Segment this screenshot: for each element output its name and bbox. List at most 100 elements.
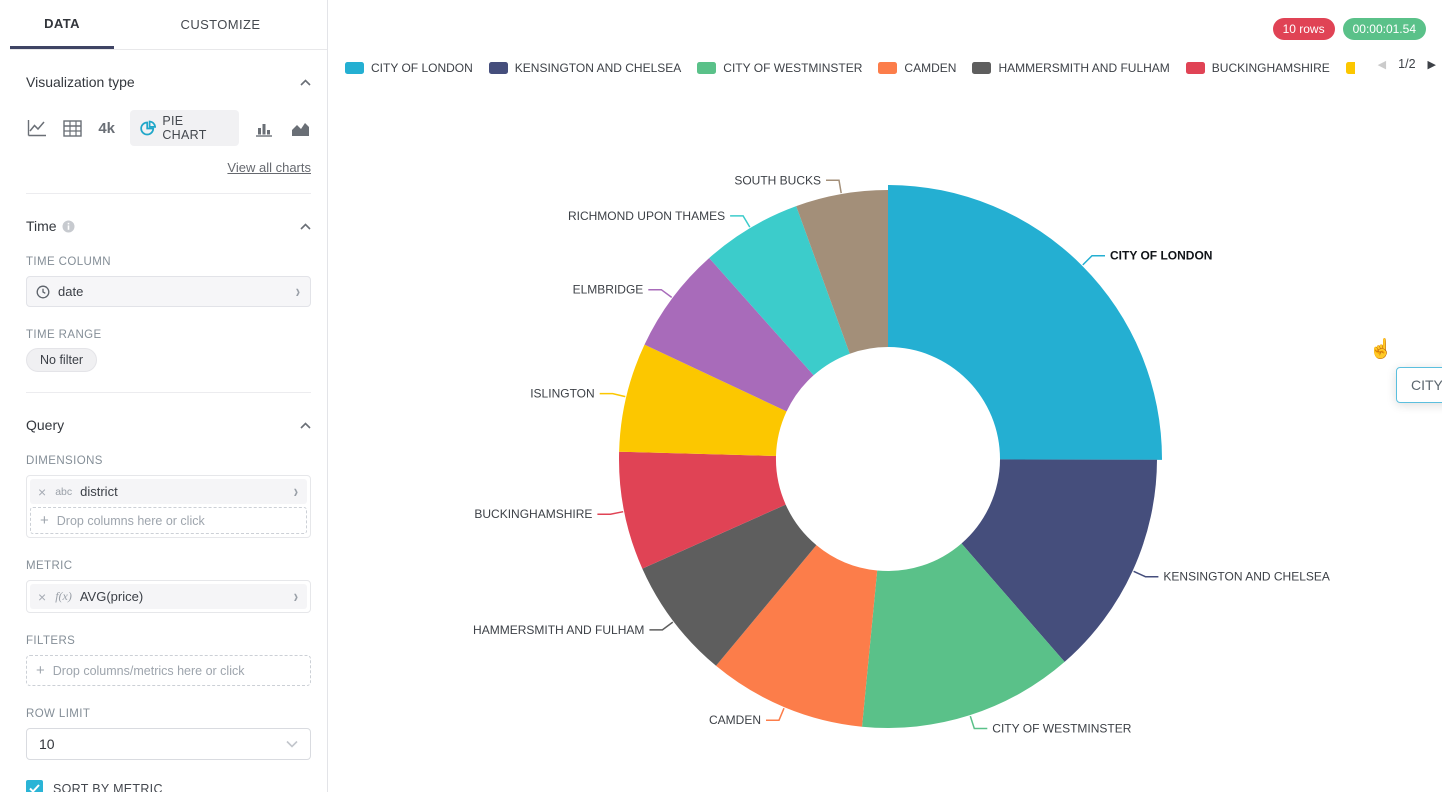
sort-by-metric-checkbox[interactable] (26, 780, 43, 792)
pie-label-line (826, 179, 842, 194)
legend-next-icon[interactable]: ▶ (1427, 58, 1436, 71)
function-tag: f(x) (55, 589, 72, 603)
legend-item[interactable]: CITY OF WESTMINSTER (697, 61, 862, 75)
area-chart-icon[interactable] (290, 118, 311, 138)
chart-tooltip: CITY OF LONDON: 2M (25.05%) (1396, 367, 1442, 403)
control-panel-sidebar: DATA CUSTOMIZE Visualization type 4k (10, 0, 328, 792)
legend-swatch (972, 62, 992, 74)
pie-slice-camden[interactable] (716, 545, 878, 727)
query-duration-badge: 00:00:01.54 (1342, 18, 1426, 40)
metric-label: METRIC (26, 560, 73, 572)
row-limit-select[interactable]: 10 (26, 728, 311, 760)
view-all-charts-link[interactable]: View all charts (227, 160, 311, 175)
line-chart-icon[interactable] (26, 118, 47, 138)
legend-swatch (488, 62, 508, 74)
collapse-chevron-icon[interactable] (300, 78, 311, 86)
pie-label-line (969, 715, 988, 730)
remove-icon[interactable]: × (38, 483, 47, 500)
pie-slice-south-bucks[interactable] (796, 189, 888, 354)
pie-label-line (1133, 570, 1159, 578)
legend-swatch (878, 62, 898, 74)
legend-swatch (1185, 62, 1205, 74)
column-type-tag: abc (55, 485, 73, 498)
time-column-value: date (58, 284, 84, 299)
tab-customize[interactable]: CUSTOMIZE (180, 17, 261, 32)
legend-label: KENSINGTON AND CHELSEA (514, 61, 682, 75)
legend-swatch (697, 62, 717, 74)
pie-slice-label: CITY OF LONDON (1110, 249, 1212, 263)
row-limit-label: ROW LIMIT (26, 708, 91, 720)
chevron-right-icon[interactable]: › (293, 586, 299, 607)
time-column-control[interactable]: date › (26, 276, 311, 307)
plus-icon: + (36, 662, 45, 679)
info-icon (62, 220, 75, 232)
chevron-down-icon (286, 740, 298, 748)
pie-slice-city-of-london[interactable] (888, 185, 1163, 460)
legend-item[interactable]: KENSINGTON AND CHELSEA (488, 61, 682, 75)
chart-legend: CITY OF LONDON KENSINGTON AND CHELSEA CITY… (345, 57, 1355, 79)
tab-data[interactable]: DATA (10, 0, 114, 49)
query-section: Query DIMENSIONS × abc district › + Drop… (10, 417, 327, 792)
time-section-title: Time (26, 218, 57, 234)
table-icon[interactable] (62, 118, 83, 138)
collapse-chevron-icon[interactable] (300, 222, 311, 230)
time-range-label: TIME RANGE (26, 329, 102, 341)
pie-chart-selected-button[interactable]: PIE CHART (130, 110, 239, 146)
bar-chart-icon[interactable] (254, 118, 275, 138)
chart-panel: 10 rows 00:00:01.54 CITY OF LONDON KENSIN… (328, 0, 1442, 792)
pie-slice-label: CITY OF WESTMINSTER (992, 722, 1131, 736)
legend-item[interactable]: HAMMERSMITH AND FULHAM (972, 61, 1170, 75)
legend-item[interactable]: BUCKINGHAMSHIRE (1185, 61, 1330, 75)
pie-slice-label: BUCKINGHAMSHIRE (474, 507, 592, 521)
chevron-right-icon[interactable]: › (293, 481, 299, 502)
pie-slice-elmbridge[interactable] (644, 258, 814, 412)
dimensions-box: × abc district › + Drop columns here or … (26, 475, 311, 538)
remove-icon[interactable]: × (38, 588, 47, 605)
pie-label-line (649, 621, 674, 631)
pie-slice-islington[interactable] (619, 344, 787, 456)
filters-placeholder: Drop columns/metrics here or click (52, 663, 245, 678)
metric-pill-label: AVG(price) (79, 589, 144, 604)
legend-swatch (1345, 62, 1355, 74)
pie-slice-label: RICHMOND UPON THAMES (568, 209, 725, 223)
metric-pill-avg-price[interactable]: × f(x) AVG(price) › (30, 584, 307, 609)
dimension-pill-label: district (80, 484, 118, 499)
legend-item[interactable]: CITY OF LONDON (345, 61, 473, 75)
legend-pagination: ◀ 1/2 ▶ (1378, 57, 1436, 71)
row-limit-value: 10 (39, 736, 55, 752)
legend-prev-icon[interactable]: ◀ (1377, 58, 1387, 71)
pie-slice-hammersmith-and-fulham[interactable] (642, 504, 817, 666)
sort-by-metric-row: SORT BY METRIC (26, 780, 311, 792)
pie-chart-canvas: CITY OF LONDON KENSINGTON AND CHELSEA CITY… (473, 173, 1330, 736)
pie-label-line (597, 510, 624, 515)
query-section-title: Query (26, 417, 65, 433)
collapse-chevron-icon[interactable] (300, 421, 311, 429)
pie-slice-richmond-upon-thames[interactable] (709, 206, 850, 376)
pie-slice-label: CAMDEN (709, 713, 761, 727)
row-count-badge: 10 rows (1272, 18, 1335, 40)
pie-slice-kensington-and-chelsea[interactable] (961, 459, 1158, 662)
pie-slice-label: SOUTH BUCKS (734, 173, 821, 187)
control-panel-tabs: DATA CUSTOMIZE (10, 0, 327, 50)
legend-item[interactable] (1345, 62, 1355, 74)
pie-slice-buckinghamshire[interactable] (618, 451, 786, 569)
chevron-right-icon[interactable]: › (295, 281, 301, 302)
pie-label-line (1082, 254, 1105, 266)
pie-chart-button-label: PIE CHART (162, 114, 207, 142)
time-range-value-pill[interactable]: No filter (26, 348, 98, 372)
time-column-label: TIME COLUMN (26, 256, 111, 268)
dimension-pill-district[interactable]: × abc district › (30, 479, 307, 504)
plus-icon: + (40, 512, 49, 529)
time-section: Time TIME COLUMN date › TIME RANGE No fi… (10, 218, 327, 393)
pie-slice-city-of-westminster[interactable] (862, 543, 1065, 728)
legend-label: CITY OF WESTMINSTER (723, 61, 863, 75)
legend-label: HAMMERSMITH AND FULHAM (998, 61, 1170, 75)
sort-by-metric-label: SORT BY METRIC (53, 781, 163, 792)
big-number-icon[interactable]: 4k (98, 119, 116, 137)
dimensions-drop-zone[interactable]: + Drop columns here or click (30, 507, 307, 534)
pie-slice-label: ELMBRIDGE (573, 283, 644, 297)
filters-drop-zone[interactable]: + Drop columns/metrics here or click (26, 655, 311, 686)
legend-item[interactable]: CAMDEN (878, 61, 956, 75)
pie-slice-label: ISLINGTON (530, 387, 594, 401)
